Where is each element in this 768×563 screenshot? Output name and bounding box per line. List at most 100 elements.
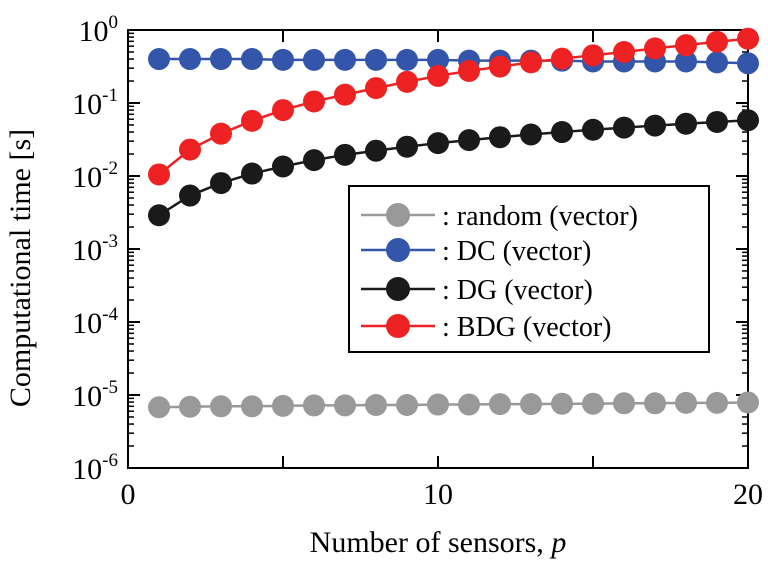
data-point xyxy=(396,70,418,93)
data-point xyxy=(582,118,604,141)
data-point xyxy=(489,393,511,416)
data-point xyxy=(706,30,728,53)
data-point xyxy=(303,48,325,71)
y-tick-base: 10 xyxy=(72,161,102,194)
data-point xyxy=(179,395,201,418)
data-point xyxy=(179,184,201,207)
y-tick-label: 10-2 xyxy=(72,158,118,194)
data-point xyxy=(148,48,170,71)
data-point xyxy=(210,395,232,418)
x-axis: 0 10 20 xyxy=(121,30,763,511)
data-point xyxy=(644,114,666,137)
legend-label: : BDG (vector) xyxy=(442,312,612,343)
y-tick-label: 100 xyxy=(79,12,119,48)
data-point xyxy=(272,99,294,122)
data-point xyxy=(706,51,728,74)
legend-label: : DC (vector) xyxy=(442,236,591,267)
y-tick-label: 10-6 xyxy=(72,450,118,486)
data-point xyxy=(241,162,263,185)
y-tick-label: 10-1 xyxy=(72,85,118,121)
data-point xyxy=(675,34,697,57)
data-point xyxy=(644,37,666,60)
y-tick-base: 10 xyxy=(72,234,102,267)
data-point xyxy=(210,172,232,195)
data-point xyxy=(706,110,728,133)
data-point xyxy=(334,48,356,71)
y-tick-base: 10 xyxy=(72,380,102,413)
data-point xyxy=(458,393,480,416)
series-group xyxy=(148,27,759,186)
legend-marker xyxy=(386,203,410,227)
data-point xyxy=(737,109,759,132)
data-point xyxy=(303,149,325,172)
data-point xyxy=(396,393,418,416)
data-point xyxy=(148,396,170,419)
data-point xyxy=(520,123,542,146)
data-point xyxy=(241,395,263,418)
data-point xyxy=(427,393,449,416)
series-group xyxy=(148,391,759,419)
y-tick-label: 10-4 xyxy=(72,304,118,340)
data-point xyxy=(582,44,604,67)
data-point xyxy=(365,393,387,416)
y-tick-exponent: -2 xyxy=(102,158,118,179)
data-point xyxy=(427,64,449,87)
data-point xyxy=(427,48,449,71)
data-point xyxy=(179,138,201,161)
legend: : random (vector) : DC (vector) : DG (vect… xyxy=(348,185,710,353)
data-point xyxy=(303,90,325,113)
data-point xyxy=(210,48,232,71)
legend-label: : DG (vector) xyxy=(442,275,593,306)
legend-label: : random (vector) xyxy=(442,201,638,232)
x-tick-label: 0 xyxy=(121,478,136,511)
y-tick-base: 10 xyxy=(72,453,102,486)
y-tick-label: 10-5 xyxy=(72,377,118,413)
data-point xyxy=(334,83,356,106)
data-point xyxy=(613,116,635,139)
series-group xyxy=(148,48,759,75)
legend-marker xyxy=(386,238,410,262)
data-point xyxy=(241,109,263,132)
data-point xyxy=(365,48,387,71)
data-point xyxy=(613,392,635,415)
data-point xyxy=(458,59,480,82)
data-point xyxy=(737,391,759,414)
legend-marker xyxy=(386,277,410,301)
data-point xyxy=(737,52,759,75)
data-point xyxy=(489,55,511,78)
y-tick-base: 10 xyxy=(79,15,109,48)
x-tick-label: 20 xyxy=(733,478,763,511)
data-point xyxy=(148,163,170,186)
y-tick-base: 10 xyxy=(72,88,102,121)
data-point xyxy=(551,121,573,144)
y-tick-label: 10-3 xyxy=(72,231,118,267)
y-tick-exponent: -6 xyxy=(102,450,118,471)
data-point xyxy=(613,40,635,63)
x-tick-label: 10 xyxy=(423,478,453,511)
data-point xyxy=(272,48,294,71)
data-point xyxy=(520,393,542,416)
data-point xyxy=(520,51,542,74)
y-tick-exponent: -4 xyxy=(102,304,118,325)
data-point xyxy=(365,77,387,100)
data-point xyxy=(272,155,294,178)
data-point xyxy=(179,48,201,71)
y-tick-exponent: -1 xyxy=(102,85,118,106)
y-tick-exponent: -5 xyxy=(102,377,118,398)
data-point xyxy=(396,48,418,71)
data-point xyxy=(675,391,697,414)
data-point xyxy=(582,392,604,415)
data-point xyxy=(706,391,728,414)
data-point xyxy=(334,394,356,417)
series-layer xyxy=(148,27,759,419)
y-tick-base: 10 xyxy=(72,307,102,340)
data-point xyxy=(148,204,170,227)
data-point xyxy=(737,27,759,50)
y-tick-exponent: -3 xyxy=(102,231,118,252)
data-point xyxy=(396,135,418,158)
legend-marker xyxy=(386,314,410,338)
data-point xyxy=(551,392,573,415)
data-point xyxy=(458,129,480,152)
